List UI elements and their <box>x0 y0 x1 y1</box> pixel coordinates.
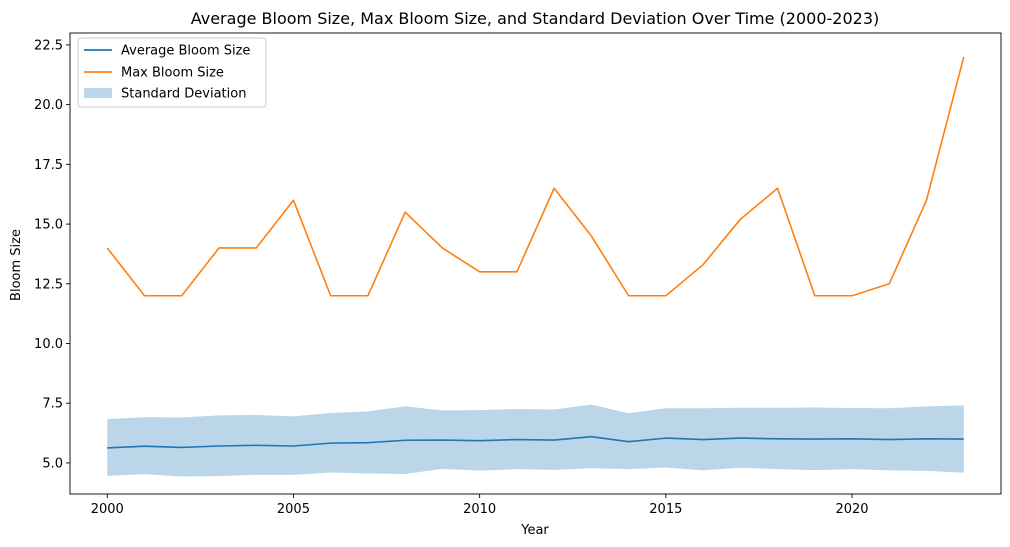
y-tick-label: 5.0 <box>42 456 63 471</box>
average-bloom-line <box>107 435 964 449</box>
std-dev-band <box>107 404 964 477</box>
legend-label: Average Bloom Size <box>121 44 250 59</box>
plot-area <box>106 56 965 477</box>
axes-frame <box>69 32 1002 495</box>
x-tick-label: 2020 <box>835 502 868 517</box>
axes: 2000 2005 2010 2015 2020 5.0 7.5 10.0 12.5 15.0 17… <box>34 32 1002 517</box>
x-axis-label: Year <box>520 523 549 538</box>
y-axis-label: Bloom Size <box>9 229 24 301</box>
max-bloom-line <box>106 56 965 297</box>
legend-label: Max Bloom Size <box>121 66 224 81</box>
legend-label: Standard Deviation <box>121 87 246 102</box>
y-tick-label: 20.0 <box>34 98 63 113</box>
legend-box <box>77 37 267 108</box>
x-tick-label: 2010 <box>463 502 496 517</box>
x-tick-label: 2005 <box>277 502 310 517</box>
y-tick-label: 7.5 <box>42 397 63 412</box>
legend-swatch-std-dev <box>84 88 112 98</box>
x-tick-label: 2015 <box>649 502 682 517</box>
y-tick-label: 10.0 <box>34 337 63 352</box>
y-tick-label: 22.5 <box>34 38 63 53</box>
y-tick-label: 17.5 <box>34 158 63 173</box>
y-tick-label: 15.0 <box>34 218 63 233</box>
legend: Average Bloom Size Max Bloom Size Standard… <box>77 37 267 108</box>
x-tick-label: 2000 <box>91 502 124 517</box>
chart-title: Average Bloom Size, Max Bloom Size, and … <box>191 9 880 28</box>
y-tick-label: 12.5 <box>34 277 63 292</box>
